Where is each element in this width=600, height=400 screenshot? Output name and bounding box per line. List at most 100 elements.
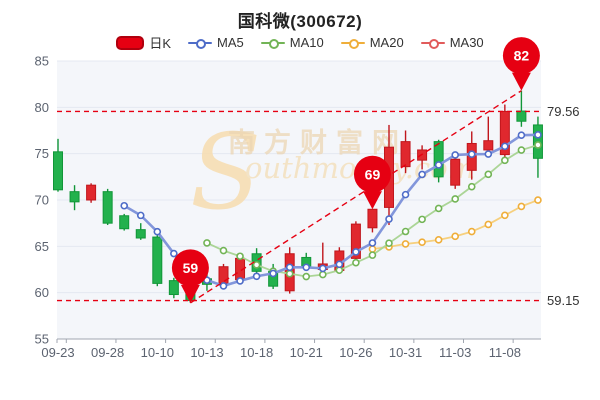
candle-09-29[interactable] bbox=[119, 213, 130, 231]
ma10-point bbox=[434, 204, 443, 213]
candle-body bbox=[433, 141, 444, 178]
ma20-point bbox=[517, 202, 526, 211]
line-series-icon bbox=[420, 38, 445, 49]
ma10-point bbox=[203, 239, 211, 247]
ma20-point bbox=[534, 196, 542, 204]
candle-body bbox=[450, 158, 461, 186]
ma5-point bbox=[352, 248, 360, 256]
candle-body bbox=[483, 140, 494, 151]
ma5-point bbox=[236, 277, 244, 285]
candle-11-02[interactable] bbox=[433, 139, 444, 183]
ma5-point bbox=[385, 215, 393, 223]
ma5-point bbox=[467, 150, 476, 159]
candle-09-27[interactable] bbox=[86, 183, 97, 203]
line-series-icon bbox=[260, 38, 285, 49]
legend-item-ma10[interactable]: MA10 bbox=[260, 35, 324, 50]
ma20-point bbox=[434, 236, 443, 244]
ma10-point bbox=[318, 270, 327, 279]
x-axis-label: 10-21 bbox=[290, 345, 323, 360]
legend-label: MA20 bbox=[369, 35, 404, 50]
candle-09-30[interactable] bbox=[135, 223, 146, 240]
x-axis-label: 09-28 bbox=[91, 345, 124, 360]
x-axis-label: 10-18 bbox=[240, 345, 273, 360]
legend-item-ma30[interactable]: MA30 bbox=[420, 35, 484, 50]
ma10-point bbox=[285, 269, 294, 278]
ma20-point bbox=[484, 220, 493, 229]
annotations: 79.56 59.15 bbox=[57, 90, 580, 308]
ma10-point bbox=[335, 266, 344, 275]
candle-body bbox=[69, 191, 80, 203]
ma5-point bbox=[335, 260, 344, 269]
pin-bubble bbox=[502, 37, 540, 75]
candle-body bbox=[152, 236, 163, 284]
candle-09-28[interactable] bbox=[102, 188, 113, 226]
ma10-point bbox=[302, 272, 311, 281]
ma5-point bbox=[153, 227, 162, 236]
x-axis-label: 09-23 bbox=[41, 345, 74, 360]
x-axis-label: 10-26 bbox=[339, 345, 372, 360]
y-axis-label: 70 bbox=[35, 193, 49, 208]
candle-10-10[interactable] bbox=[152, 235, 163, 287]
candle-09-26[interactable] bbox=[69, 185, 80, 211]
ma10-point bbox=[352, 258, 360, 267]
legend-item-ma5[interactable]: MA5 bbox=[188, 35, 244, 50]
candle-body bbox=[86, 184, 97, 201]
candle-10-11[interactable] bbox=[168, 277, 179, 299]
ma20-point bbox=[418, 238, 426, 246]
candle-10-26[interactable] bbox=[350, 221, 361, 263]
ma20-point bbox=[501, 211, 509, 220]
ma5-point bbox=[484, 150, 493, 158]
trendline bbox=[190, 90, 522, 304]
candle-10-31[interactable] bbox=[400, 130, 411, 174]
x-axis-label: 11-03 bbox=[439, 345, 471, 360]
ma5-point bbox=[318, 264, 327, 273]
ma10-point bbox=[418, 215, 426, 224]
ma10-point bbox=[484, 170, 493, 179]
candle-11-08[interactable] bbox=[499, 104, 510, 161]
ma5-point bbox=[401, 190, 410, 199]
legend-label: MA5 bbox=[217, 35, 244, 50]
ma5-point bbox=[252, 272, 261, 281]
ma20-point bbox=[467, 227, 476, 236]
ma5-point bbox=[136, 211, 145, 220]
y-axis-label: 65 bbox=[35, 239, 49, 254]
candle-11-09[interactable] bbox=[516, 90, 527, 127]
candle-11-03[interactable] bbox=[450, 153, 461, 189]
marker-pin-69: 69 bbox=[353, 155, 391, 210]
candle-09-23[interactable] bbox=[53, 138, 63, 192]
watermark-s-swoosh: S bbox=[190, 111, 261, 233]
ma5-point bbox=[219, 282, 228, 290]
ma10-point bbox=[219, 246, 228, 255]
watermark-site-name: 南方财富网 bbox=[228, 127, 408, 158]
ma10-point bbox=[534, 141, 542, 149]
y-axis-label: 85 bbox=[35, 54, 49, 69]
legend-item-ma20[interactable]: MA20 bbox=[340, 35, 404, 50]
y-axis-label: 80 bbox=[35, 100, 49, 115]
pin-value: 69 bbox=[365, 166, 381, 182]
reference-line-label: 79.56 bbox=[547, 104, 580, 119]
candle-body bbox=[516, 110, 527, 122]
candle-body bbox=[119, 215, 130, 230]
line-series-icon bbox=[188, 38, 213, 49]
candle-11-07[interactable] bbox=[483, 116, 494, 156]
data-series bbox=[53, 90, 543, 303]
ma5-point bbox=[368, 239, 377, 247]
pin-tail bbox=[511, 72, 531, 91]
legend-item-kline[interactable]: 日K bbox=[116, 33, 171, 52]
legend-label: MA30 bbox=[449, 35, 484, 50]
y-axis-label: 55 bbox=[35, 332, 49, 347]
kline-swatch-icon bbox=[116, 35, 145, 50]
ma10-point bbox=[236, 252, 244, 261]
ma5-point bbox=[302, 263, 311, 272]
candle-body bbox=[53, 151, 63, 191]
candle-body bbox=[102, 191, 113, 224]
gridlines bbox=[57, 60, 541, 294]
pin-bubble bbox=[171, 249, 209, 287]
ma5-point bbox=[517, 131, 526, 140]
ma10-point bbox=[467, 182, 476, 191]
marker-pin-82: 82 bbox=[502, 37, 540, 91]
ma5-point bbox=[451, 151, 460, 159]
